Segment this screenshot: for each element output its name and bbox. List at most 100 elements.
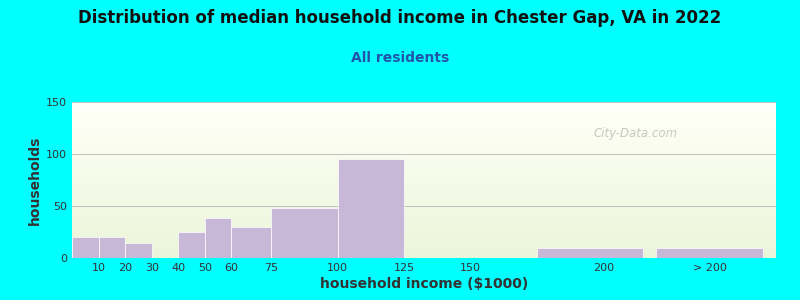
Bar xyxy=(72,142,776,143)
Bar xyxy=(72,144,776,145)
Bar xyxy=(72,118,776,119)
Bar xyxy=(72,118,776,119)
Bar xyxy=(72,172,776,173)
Bar xyxy=(72,256,776,257)
Bar xyxy=(72,165,776,166)
Bar xyxy=(72,171,776,172)
Bar xyxy=(98,237,125,258)
Bar xyxy=(72,191,776,192)
Bar xyxy=(72,179,776,180)
Bar xyxy=(72,232,776,233)
Bar xyxy=(72,122,776,123)
Bar xyxy=(72,133,776,134)
Bar xyxy=(72,134,776,135)
Bar xyxy=(72,157,776,158)
Bar xyxy=(72,227,776,228)
Bar xyxy=(72,198,776,199)
Bar xyxy=(72,173,776,174)
Bar xyxy=(72,180,776,181)
Bar xyxy=(72,159,776,160)
Bar xyxy=(72,128,776,129)
Bar xyxy=(72,233,776,234)
Bar xyxy=(72,211,776,212)
Bar xyxy=(72,208,776,209)
Bar xyxy=(72,194,776,195)
Bar xyxy=(657,248,762,258)
Bar xyxy=(72,196,776,197)
Bar xyxy=(72,225,776,226)
Bar xyxy=(72,229,776,230)
Bar xyxy=(72,190,776,191)
Y-axis label: households: households xyxy=(28,135,42,225)
Bar xyxy=(72,237,776,238)
Bar xyxy=(72,114,776,115)
Bar xyxy=(72,257,776,258)
Bar xyxy=(72,106,776,107)
Bar xyxy=(72,139,776,140)
Bar xyxy=(72,214,776,215)
Bar xyxy=(72,147,776,148)
Bar xyxy=(72,189,776,190)
Bar xyxy=(72,242,776,243)
Bar xyxy=(72,241,776,242)
Bar xyxy=(72,154,776,155)
Bar xyxy=(72,137,776,138)
Bar xyxy=(72,109,776,110)
Bar xyxy=(205,218,231,258)
Bar xyxy=(72,193,776,194)
Bar xyxy=(72,151,776,152)
Bar xyxy=(72,230,776,231)
Bar xyxy=(72,102,776,103)
Bar xyxy=(72,103,776,104)
Bar xyxy=(72,115,776,116)
Bar xyxy=(72,218,776,219)
Bar xyxy=(72,123,776,124)
Bar xyxy=(72,110,776,111)
Bar xyxy=(72,245,776,246)
Bar xyxy=(72,231,776,232)
Bar xyxy=(72,177,776,178)
Bar xyxy=(72,113,776,114)
Bar xyxy=(72,255,776,256)
Bar xyxy=(72,175,776,176)
Bar xyxy=(231,227,271,258)
Bar xyxy=(125,243,152,258)
Bar xyxy=(72,108,776,109)
Bar xyxy=(72,130,776,131)
Bar xyxy=(72,206,776,207)
Bar xyxy=(72,240,776,241)
Bar xyxy=(72,125,776,126)
Bar xyxy=(72,138,776,139)
Bar xyxy=(72,132,776,133)
Bar xyxy=(72,178,776,179)
Bar xyxy=(72,220,776,221)
Bar xyxy=(72,152,776,153)
Bar xyxy=(72,215,776,216)
Bar xyxy=(72,162,776,163)
Bar xyxy=(72,223,776,224)
Bar xyxy=(72,186,776,187)
Bar xyxy=(72,248,776,249)
Bar xyxy=(72,149,776,150)
Bar xyxy=(72,145,776,146)
Bar xyxy=(72,188,776,189)
Bar xyxy=(72,197,776,198)
Bar xyxy=(72,104,776,105)
Bar xyxy=(72,160,776,161)
Bar xyxy=(72,135,776,136)
Bar xyxy=(72,181,776,182)
Bar xyxy=(72,168,776,169)
Bar xyxy=(72,160,776,161)
Bar xyxy=(72,126,776,127)
Bar xyxy=(338,159,404,258)
Bar xyxy=(72,121,776,122)
Bar xyxy=(72,200,776,201)
Bar xyxy=(72,222,776,223)
Bar xyxy=(72,127,776,128)
Bar xyxy=(72,120,776,121)
Bar xyxy=(72,143,776,144)
Bar xyxy=(72,219,776,220)
Bar xyxy=(72,117,776,118)
Bar xyxy=(72,210,776,211)
X-axis label: household income ($1000): household income ($1000) xyxy=(320,277,528,291)
